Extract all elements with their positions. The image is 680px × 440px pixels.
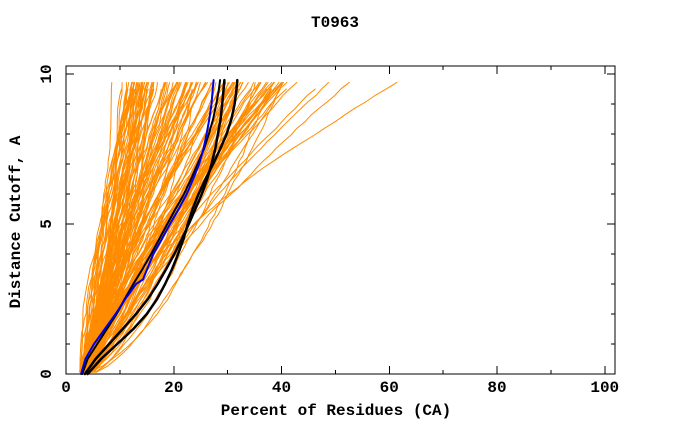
model-curves	[80, 78, 239, 376]
ensemble-curve	[83, 81, 199, 373]
ensemble-curve	[92, 82, 198, 373]
x-tick-label: 20	[164, 379, 184, 397]
chart-title: T0963	[310, 14, 360, 32]
x-tick-label: 0	[61, 379, 71, 397]
ensemble-curve	[85, 88, 147, 373]
ensemble-curve	[81, 88, 151, 373]
ensemble-curve	[94, 82, 256, 373]
ensemble-curve	[89, 81, 255, 373]
ensemble-curve	[83, 81, 350, 373]
ensemble-curve	[90, 82, 179, 373]
ensemble-curves	[79, 81, 398, 373]
ensemble-curve	[82, 81, 284, 373]
ensemble-curve	[84, 81, 398, 373]
y-axis-label: Distance Cutoff, A	[7, 135, 25, 309]
ensemble-curve	[84, 82, 136, 373]
black-model-1-curve	[81, 79, 222, 375]
ensemble-curve	[84, 81, 235, 373]
x-tick-label: 100	[590, 379, 620, 397]
ensemble-curve	[80, 82, 133, 373]
ensemble-curve	[82, 82, 193, 373]
ensemble-curve	[90, 82, 166, 373]
ensemble-curve	[84, 82, 244, 373]
y-tick-label: 5	[38, 219, 56, 229]
ensemble-curve	[88, 88, 281, 373]
blue-model-curve	[80, 79, 215, 375]
ensemble-curve	[85, 82, 153, 373]
ensemble-curve	[82, 88, 316, 373]
black-model-3-curve	[86, 78, 239, 376]
plot-frame-and-ticks	[65, 65, 616, 375]
ensemble-curve	[95, 88, 273, 373]
ensemble-curve	[79, 81, 178, 373]
ensemble-curve	[91, 81, 262, 373]
ensemble-curve	[86, 82, 215, 373]
x-tick-label: 60	[379, 379, 399, 397]
x-axis-label: Percent of Residues (CA)	[220, 402, 452, 420]
ensemble-curve	[95, 82, 229, 373]
ensemble-curve	[92, 82, 133, 373]
y-tick-label: 0	[38, 369, 56, 379]
x-tick-label: 80	[487, 379, 507, 397]
x-tick-label: 40	[271, 379, 292, 397]
y-tick-label: 10	[38, 64, 56, 84]
